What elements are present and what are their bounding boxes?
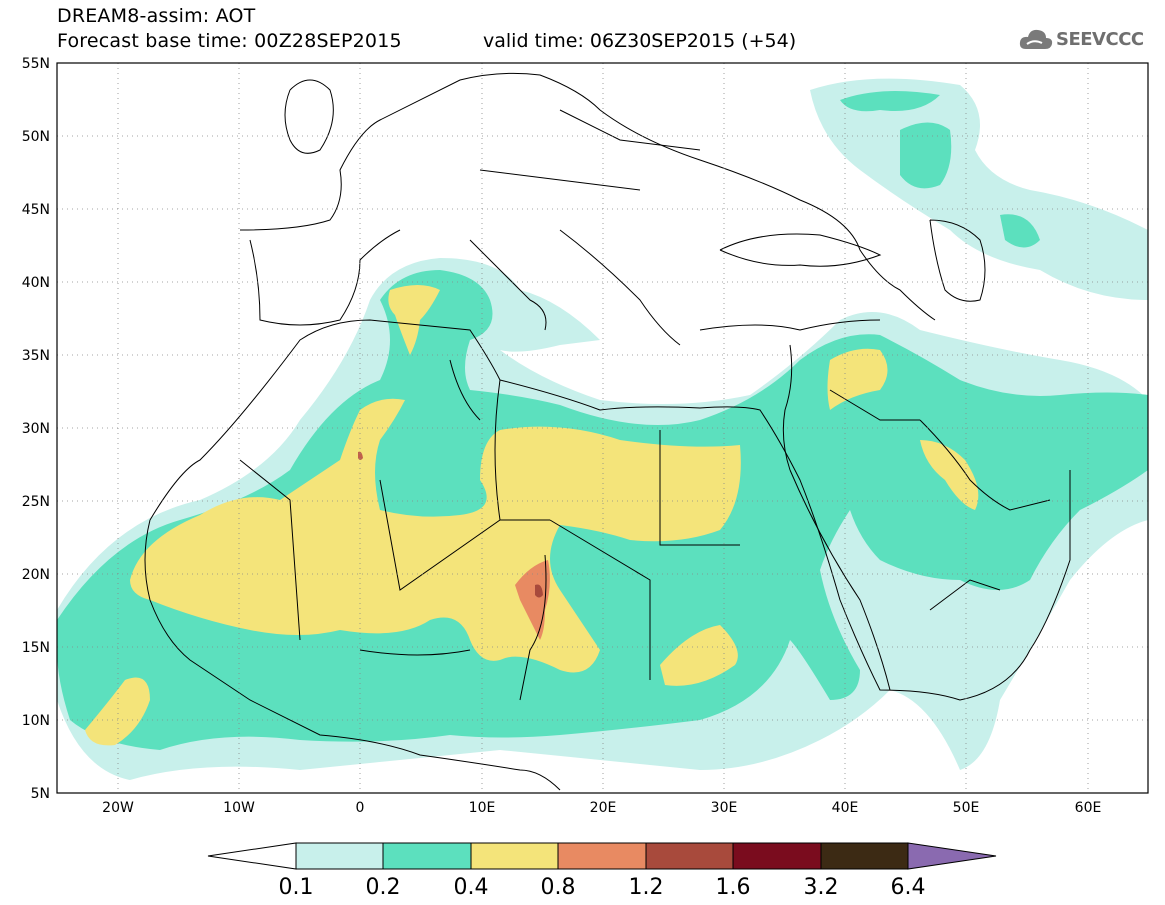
- aot-contour-0.4-algeria: [388, 285, 440, 355]
- aot-contour-0.4-gulf: [920, 440, 979, 510]
- graticule: [57, 63, 1148, 793]
- colorbar-label-1: 0.2: [366, 875, 401, 900]
- lon-tick-50E: 50E: [953, 800, 980, 816]
- lat-tick-15N: 15N: [22, 640, 50, 656]
- coastline-caspian: [929, 219, 986, 302]
- coastline-balkans: [559, 229, 681, 346]
- aot-contour-0.1-east: [810, 78, 1148, 300]
- colorbar-swatch-6: [820, 842, 909, 870]
- coastline-persian-gulf: [919, 419, 1051, 511]
- colorbar-label-2: 0.4: [454, 875, 489, 900]
- coastline-iberia: [249, 229, 401, 326]
- colorbar-swatch-4: [645, 842, 734, 870]
- border-8: [829, 389, 920, 421]
- lon-tick-60E: 60E: [1075, 800, 1102, 816]
- colorbar-swatch-5: [732, 842, 822, 870]
- border-3: [494, 379, 501, 521]
- colorbar-under-arrow: [207, 842, 297, 870]
- aot-contour-1.2: [535, 584, 543, 598]
- border-10: [359, 649, 471, 656]
- lat-tick-5N: 5N: [31, 786, 50, 802]
- coastline-uk: [284, 79, 334, 154]
- colorbar-label-3: 0.8: [541, 875, 576, 900]
- coastline-anatolia: [699, 319, 881, 331]
- border-4: [659, 430, 740, 546]
- coastline-westafrica: [144, 519, 561, 791]
- map-frame: [56, 62, 1149, 794]
- lat-tick-30N: 30N: [22, 421, 50, 437]
- lon-tick-30E: 30E: [711, 800, 738, 816]
- lon-axis: 20W 10W 0 10E 20E 30E 40E 50E 60E: [102, 800, 1101, 816]
- colorbar-over-arrow: [907, 842, 997, 870]
- lon-tick-20E: 20E: [590, 800, 617, 816]
- lat-tick-20N: 20N: [22, 567, 50, 583]
- lon-tick-20W: 20W: [102, 800, 134, 816]
- coastline-europe: [239, 72, 936, 321]
- aot-contour-0.4-senegal: [85, 677, 150, 746]
- lat-tick-55N: 55N: [22, 56, 50, 72]
- valid-time: valid time: 06Z30SEP2015 (+54): [483, 30, 797, 52]
- colorbar-swatch-3: [557, 842, 647, 870]
- seevccc-logo: SEEVCCC: [1018, 25, 1158, 55]
- aot-contour-0.2-caspian: [900, 122, 952, 189]
- lon-tick-40E: 40E: [832, 800, 859, 816]
- colorbar-label-5: 1.6: [716, 875, 751, 900]
- lat-tick-40N: 40N: [22, 275, 50, 291]
- colorbar-label-4: 1.2: [629, 875, 664, 900]
- border-5: [549, 519, 651, 680]
- colorbar-label-6: 3.2: [804, 875, 839, 900]
- coastline-red-sea: [789, 469, 891, 691]
- lat-tick-10N: 10N: [22, 713, 50, 729]
- coastline-africa: [149, 319, 1071, 701]
- coastlines: [144, 72, 1071, 791]
- colorbar-swatch-1: [382, 842, 472, 870]
- aot-contour-0.2-north: [840, 91, 940, 112]
- logo-text: SEEVCCC: [1056, 29, 1144, 50]
- aot-contour-0.2-aral: [1000, 214, 1040, 248]
- colorbar: 0.1 0.2 0.4 0.8 1.2 1.6 3.2 6.4: [207, 842, 997, 900]
- aot-contour-0.8: [515, 560, 550, 640]
- colorbar-swatch-0: [295, 842, 384, 870]
- lat-tick-50N: 50N: [22, 129, 50, 145]
- border-11: [559, 109, 701, 151]
- forecast-base-time: Forecast base time: 00Z28SEP2015: [57, 30, 402, 52]
- lon-tick-10W: 10W: [223, 800, 255, 816]
- lat-tick-35N: 35N: [22, 348, 50, 364]
- border-1: [239, 459, 301, 641]
- lat-tick-45N: 45N: [22, 202, 50, 218]
- colorbar-label-7: 6.4: [891, 875, 926, 900]
- lat-axis: 5N 10N 15N 20N 25N 30N 35N 40N 45N 50N 5…: [22, 56, 50, 802]
- border-2: [379, 479, 550, 591]
- aot-contour-0.4: [130, 398, 741, 673]
- border-7: [449, 359, 481, 421]
- aot-contour-1.2-west: [358, 451, 363, 460]
- border-9: [929, 579, 1001, 611]
- cloud-icon: [1019, 29, 1053, 49]
- aot-field: [57, 78, 1148, 780]
- lat-tick-25N: 25N: [22, 494, 50, 510]
- border-6: [519, 554, 547, 701]
- aot-contour-0.4-iraq: [827, 348, 888, 410]
- colorbar-label-0: 0.1: [279, 875, 314, 900]
- coastline-levant: [782, 344, 793, 471]
- aot-contour-0.4-chad: [660, 625, 738, 686]
- coastline-italy: [469, 239, 547, 331]
- colorbar-swatch-2: [470, 842, 559, 870]
- coastline-black-sea: [719, 233, 882, 267]
- lon-tick-10E: 10E: [469, 800, 496, 816]
- border-12: [479, 169, 641, 191]
- map-title: DREAM8-assim: AOT: [57, 5, 256, 27]
- lon-tick-0: 0: [356, 800, 365, 816]
